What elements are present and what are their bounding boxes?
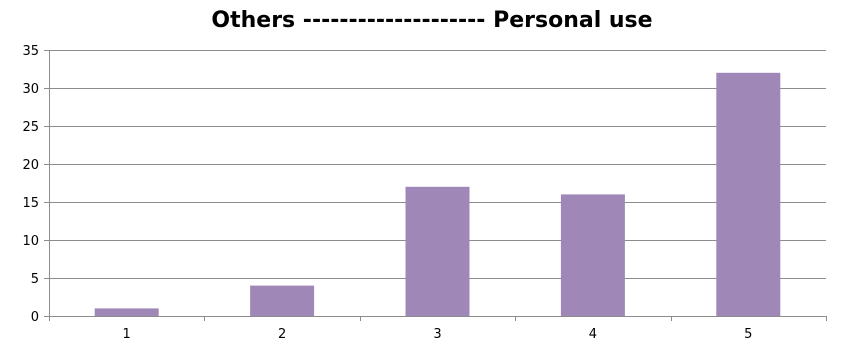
y-tick-label: 30 xyxy=(22,82,39,97)
y-tick-label: 10 xyxy=(22,234,39,249)
x-axis: 1 2 3 4 5 xyxy=(49,316,827,342)
chart-title: Others -------------------- Personal use xyxy=(211,8,652,33)
x-tick-label: 5 xyxy=(744,327,752,342)
bar-3 xyxy=(405,186,470,316)
bar-2 xyxy=(250,285,315,316)
bar-4 xyxy=(560,194,625,316)
y-tick-label: 5 xyxy=(31,272,39,287)
y-tick-label: 20 xyxy=(22,158,39,173)
bar-1 xyxy=(94,308,159,316)
y-tick-label: 0 xyxy=(31,310,39,325)
bar-5 xyxy=(716,72,781,316)
x-tick-label: 1 xyxy=(123,327,131,342)
y-tick-label: 35 xyxy=(22,44,39,59)
x-tick-label: 4 xyxy=(589,327,597,342)
y-tick-label: 15 xyxy=(22,196,39,211)
y-tick-label: 25 xyxy=(22,120,39,135)
bars xyxy=(94,72,781,316)
y-axis: 0 5 10 15 20 25 30 35 xyxy=(22,44,50,325)
x-tick-label: 3 xyxy=(433,327,441,342)
x-tick-label: 2 xyxy=(278,327,286,342)
